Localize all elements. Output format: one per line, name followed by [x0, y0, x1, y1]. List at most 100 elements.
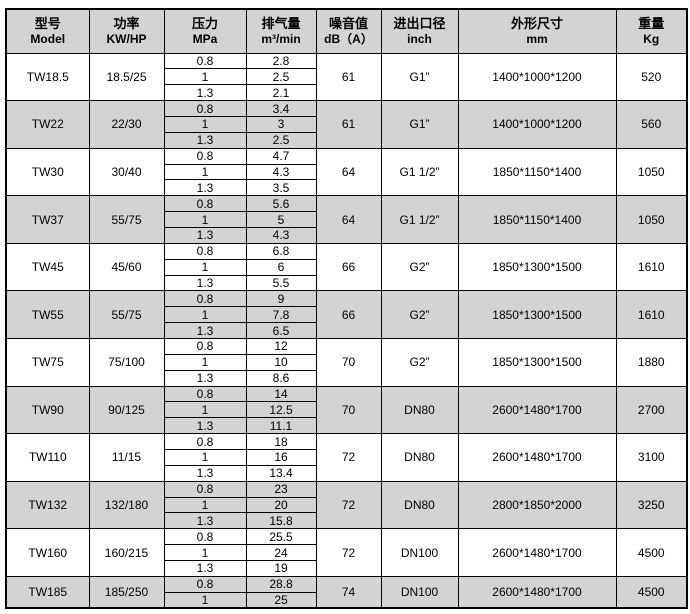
- flow-cell: 3.5: [245, 179, 317, 197]
- flow-cell: 9: [245, 290, 317, 308]
- column-title-zh: 噪音值: [328, 15, 368, 31]
- pressure-cell: 1.3: [163, 226, 247, 244]
- column-title-zh: 排气量: [261, 15, 301, 31]
- dimensions-cell: 1850*1300*1500: [457, 242, 617, 292]
- pressure-cell: 1: [163, 496, 247, 514]
- port-cell: DN80: [380, 480, 459, 530]
- column-header-db-a: 噪音值 dB（A）: [315, 8, 382, 54]
- power-cell: 45/60: [88, 242, 165, 292]
- pressure-cell: 1.3: [163, 131, 247, 149]
- pressure-cell: 1: [163, 163, 247, 181]
- dimensions-cell: 1850*1300*1500: [457, 290, 617, 339]
- dimensions-cell: 2800*1850*2000: [457, 480, 617, 530]
- pressure-cell: 0.8: [163, 385, 247, 403]
- column-header-kg: 重量 Kg: [615, 8, 688, 54]
- noise-cell: 74: [315, 575, 382, 609]
- table-row: TW90 90/125 0.8 14 70 DN80 2600*1480*1700 2700: [5, 385, 688, 435]
- table-row: 1.3 2.5: [6, 131, 687, 149]
- noise-cell: 72: [315, 480, 382, 530]
- flow-cell: 18: [245, 433, 317, 450]
- power-cell: 160/215: [88, 528, 165, 577]
- table-row: 1.3 19: [6, 560, 687, 577]
- flow-cell: 5.5: [245, 274, 317, 292]
- flow-cell: 10: [245, 353, 317, 371]
- model-cell: TW90: [5, 385, 90, 435]
- pressure-cell: 1.3: [163, 560, 247, 577]
- flow-cell: 4.3: [245, 163, 317, 181]
- pressure-cell: 0.8: [163, 575, 247, 593]
- column-title-en: MPa: [192, 31, 218, 46]
- pressure-cell: 0.8: [163, 242, 247, 260]
- noise-cell: 64: [315, 147, 382, 197]
- pressure-cell: 1: [163, 544, 247, 561]
- column-title-en: dB（A）: [324, 31, 373, 46]
- flow-cell: 4.7: [245, 147, 317, 165]
- pressure-cell: 0.8: [163, 528, 247, 546]
- noise-cell: 72: [315, 433, 382, 482]
- power-cell: 185/250: [88, 575, 165, 609]
- model-cell: TW22: [5, 100, 90, 149]
- flow-cell: 2.5: [245, 131, 317, 149]
- flow-cell: 2.8: [245, 52, 317, 70]
- header-row: 型号 Model 功率 KW/HP 压力 MPa 排气量 m³/min 噪音值 dB（A） 进出口径…: [5, 8, 688, 54]
- power-cell: 55/75: [88, 290, 165, 339]
- table-row: 1.3 5.5: [6, 274, 687, 292]
- model-cell: TW18.5: [5, 52, 90, 102]
- flow-cell: 23: [245, 480, 317, 498]
- table-row: TW30 30/40 0.8 4.7 64 G1 1/2” 1850*1150*1400 10…: [5, 147, 688, 197]
- pressure-cell: 0.8: [163, 100, 247, 117]
- noise-cell: 61: [315, 52, 382, 102]
- port-cell: G1”: [380, 100, 459, 149]
- weight-cell: 560: [615, 100, 688, 149]
- model-cell: TW110: [5, 433, 90, 482]
- flow-cell: 12: [245, 337, 317, 355]
- pressure-cell: 1: [163, 115, 247, 133]
- power-cell: 132/180: [88, 480, 165, 530]
- weight-cell: 1610: [615, 290, 688, 339]
- table-row: TW18.5 18.5/25 0.8 2.8 61 G1” 1400*1000*1200 52…: [5, 52, 688, 102]
- flow-cell: 2.5: [245, 68, 317, 86]
- column-title-en: KW/HP: [106, 31, 147, 46]
- pressure-cell: 1.3: [163, 464, 247, 482]
- column-title-zh: 型号: [34, 15, 61, 31]
- flow-cell: 6.5: [245, 322, 317, 339]
- noise-cell: 64: [315, 195, 382, 244]
- table-row: TW185 185/250 0.8 28.8 74 DN100 2600*1480*1700…: [5, 575, 688, 609]
- flow-cell: 25.5: [245, 528, 317, 546]
- column-title-en: m³/min: [261, 31, 301, 46]
- flow-cell: 16: [245, 448, 317, 466]
- flow-cell: 15.8: [245, 512, 317, 530]
- table-row: TW160 160/215 0.8 25.5 72 DN100 2600*1480*1700…: [5, 528, 688, 577]
- pressure-cell: 1.3: [163, 369, 247, 387]
- table-row: TW37 55/75 0.8 5.6 64 G1 1/2” 1850*1150*1400 10…: [5, 195, 688, 244]
- pressure-cell: 0.8: [163, 480, 247, 498]
- model-cell: TW160: [5, 528, 90, 577]
- table-row: 1 7.8: [6, 306, 687, 324]
- weight-cell: 1050: [615, 147, 688, 197]
- model-cell: TW45: [5, 242, 90, 292]
- column-title-zh: 进出口径: [393, 15, 446, 31]
- noise-cell: 72: [315, 528, 382, 577]
- port-cell: G1 1/2”: [380, 195, 459, 244]
- weight-cell: 1050: [615, 195, 688, 244]
- compressor-spec-table: 型号 Model 功率 KW/HP 压力 MPa 排气量 m³/min 噪音值 dB（A） 进出口径…: [5, 8, 688, 610]
- flow-cell: 6.8: [245, 242, 317, 260]
- weight-cell: 1880: [615, 337, 688, 387]
- table-row: TW45 45/60 0.8 6.8 66 G2” 1850*1300*1500 1610: [5, 242, 688, 292]
- flow-cell: 4.3: [245, 226, 317, 244]
- noise-cell: 70: [315, 337, 382, 387]
- noise-cell: 61: [315, 100, 382, 149]
- port-cell: G2”: [380, 337, 459, 387]
- pressure-cell: 1: [163, 306, 247, 324]
- pressure-cell: 1: [163, 353, 247, 371]
- pressure-cell: 0.8: [163, 337, 247, 355]
- dimensions-cell: 1850*1150*1400: [457, 147, 617, 197]
- table-row: 1 12.5: [6, 401, 687, 419]
- table-row: 1.3 6.5: [6, 322, 687, 339]
- dimensions-cell: 1400*1000*1200: [457, 100, 617, 149]
- flow-cell: 3.4: [245, 100, 317, 117]
- column-header-inch: 进出口径 inch: [380, 8, 459, 54]
- flow-cell: 12.5: [245, 401, 317, 419]
- power-cell: 18.5/25: [88, 52, 165, 102]
- dimensions-cell: 1400*1000*1200: [457, 52, 617, 102]
